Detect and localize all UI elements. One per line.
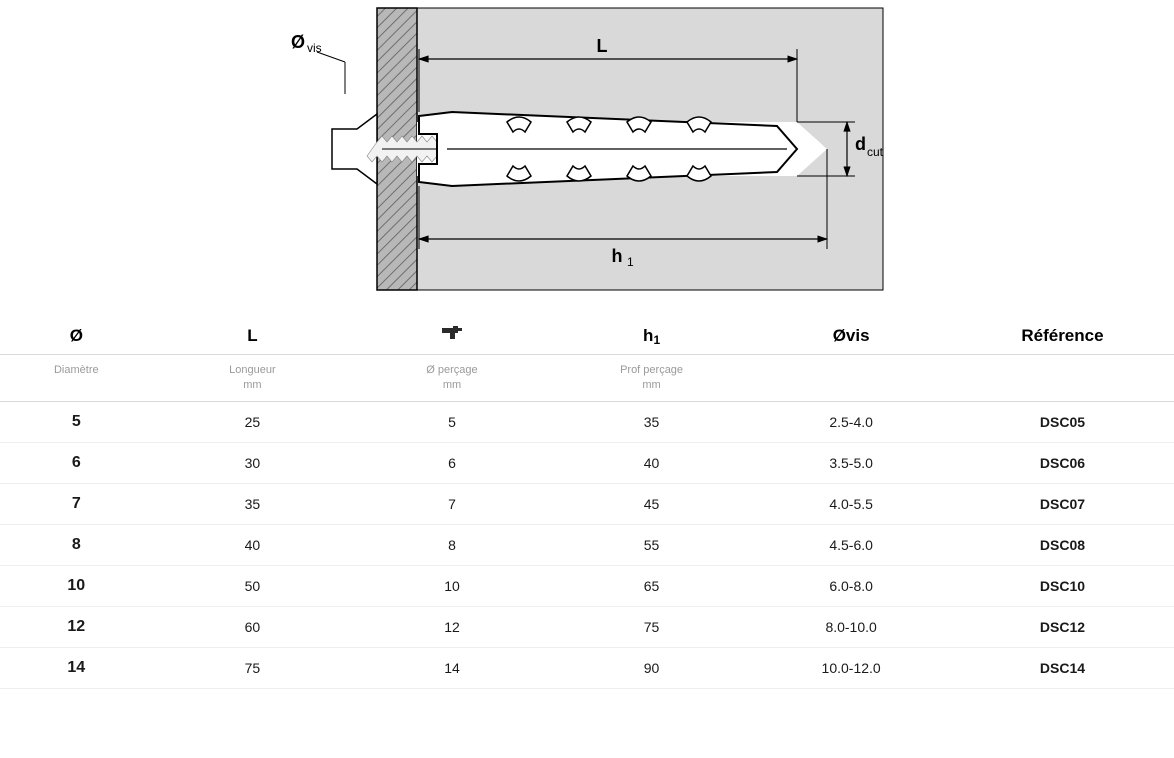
- cell-L: 75: [153, 648, 353, 689]
- cell-drill: 6: [352, 443, 552, 484]
- col-head-h1: h1: [552, 313, 752, 355]
- svg-text:h: h: [612, 246, 623, 266]
- cell-ref: DSC08: [951, 525, 1174, 566]
- cell-L: 60: [153, 607, 353, 648]
- cell-ovis: 3.5-5.0: [751, 443, 951, 484]
- cell-diam: 12: [0, 607, 153, 648]
- table-row: 1475149010.0-12.0DSC14: [0, 648, 1174, 689]
- col-sub1-drill: Ø perçage: [352, 355, 552, 380]
- table-row: 5255352.5-4.0DSC05: [0, 402, 1174, 443]
- col-head-L: L: [153, 313, 353, 355]
- svg-text:d: d: [855, 134, 866, 154]
- cell-ref: DSC10: [951, 566, 1174, 607]
- cell-drill: 10: [352, 566, 552, 607]
- cell-ovis: 8.0-10.0: [751, 607, 951, 648]
- col-sub1-L: Longueur: [153, 355, 353, 380]
- col-head-ovis: Øvis: [751, 313, 951, 355]
- cell-drill: 7: [352, 484, 552, 525]
- diagram-wrap: Øvis Lh1 dcut: [0, 0, 1174, 299]
- cell-diam: 7: [0, 484, 153, 525]
- cell-ref: DSC07: [951, 484, 1174, 525]
- diagram-svg: Øvis Lh1 dcut: [287, 4, 887, 294]
- drill-icon: [441, 326, 463, 345]
- col-sub2-h1: mm: [552, 379, 752, 402]
- col-head-diam: Ø: [0, 313, 153, 355]
- table-row: 126012758.0-10.0DSC12: [0, 607, 1174, 648]
- table-row: 8408554.5-6.0DSC08: [0, 525, 1174, 566]
- cell-ovis: 6.0-8.0: [751, 566, 951, 607]
- svg-text:L: L: [597, 36, 608, 56]
- cell-diam: 10: [0, 566, 153, 607]
- table-subheader-row-2: mmmmmm: [0, 379, 1174, 402]
- svg-text:vis: vis: [307, 41, 322, 55]
- table-subheader-row-1: DiamètreLongueurØ perçageProf perçage: [0, 355, 1174, 380]
- cell-diam: 8: [0, 525, 153, 566]
- cell-L: 30: [153, 443, 353, 484]
- cell-h1: 40: [552, 443, 752, 484]
- cell-L: 35: [153, 484, 353, 525]
- cell-diam: 14: [0, 648, 153, 689]
- col-head-drill: [352, 313, 552, 355]
- cell-h1: 90: [552, 648, 752, 689]
- col-sub1-ref: [951, 355, 1174, 380]
- table-body: 5255352.5-4.0DSC056306403.5-5.0DSC067357…: [0, 402, 1174, 689]
- col-sub1-h1: Prof perçage: [552, 355, 752, 380]
- cell-ref: DSC12: [951, 607, 1174, 648]
- cell-L: 25: [153, 402, 353, 443]
- table-row: 6306403.5-5.0DSC06: [0, 443, 1174, 484]
- cell-ovis: 2.5-4.0: [751, 402, 951, 443]
- table-row: 105010656.0-8.0DSC10: [0, 566, 1174, 607]
- anchor-diagram: Øvis Lh1 dcut: [287, 4, 887, 299]
- cell-drill: 14: [352, 648, 552, 689]
- cell-diam: 5: [0, 402, 153, 443]
- svg-text:1: 1: [627, 255, 634, 269]
- col-sub2-ref: [951, 379, 1174, 402]
- page-container: ØvisLh1dcut ØLh1ØvisRéférence DiamètreLo…: [0, 0, 1174, 689]
- col-sub2-ovis: [751, 379, 951, 402]
- cell-h1: 55: [552, 525, 752, 566]
- col-sub1-diam: Diamètre: [0, 355, 153, 380]
- cell-L: 40: [153, 525, 353, 566]
- cell-ovis: 10.0-12.0: [751, 648, 951, 689]
- cell-L: 50: [153, 566, 353, 607]
- table-row: 7357454.0-5.5DSC07: [0, 484, 1174, 525]
- cell-drill: 8: [352, 525, 552, 566]
- cell-ref: DSC05: [951, 402, 1174, 443]
- cell-ref: DSC14: [951, 648, 1174, 689]
- cell-ovis: 4.0-5.5: [751, 484, 951, 525]
- cell-drill: 12: [352, 607, 552, 648]
- col-sub2-diam: [0, 379, 153, 402]
- col-sub2-drill: mm: [352, 379, 552, 402]
- cell-h1: 75: [552, 607, 752, 648]
- cell-ref: DSC06: [951, 443, 1174, 484]
- cell-h1: 35: [552, 402, 752, 443]
- spec-table: ØLh1ØvisRéférence DiamètreLongueurØ perç…: [0, 313, 1174, 689]
- cell-h1: 65: [552, 566, 752, 607]
- col-sub1-ovis: [751, 355, 951, 380]
- cell-ovis: 4.5-6.0: [751, 525, 951, 566]
- svg-text:Ø: Ø: [291, 32, 305, 52]
- cell-diam: 6: [0, 443, 153, 484]
- table-header-row: ØLh1ØvisRéférence: [0, 313, 1174, 355]
- cell-h1: 45: [552, 484, 752, 525]
- svg-text:cut: cut: [867, 145, 884, 159]
- col-sub2-L: mm: [153, 379, 353, 402]
- cell-drill: 5: [352, 402, 552, 443]
- col-head-ref: Référence: [951, 313, 1174, 355]
